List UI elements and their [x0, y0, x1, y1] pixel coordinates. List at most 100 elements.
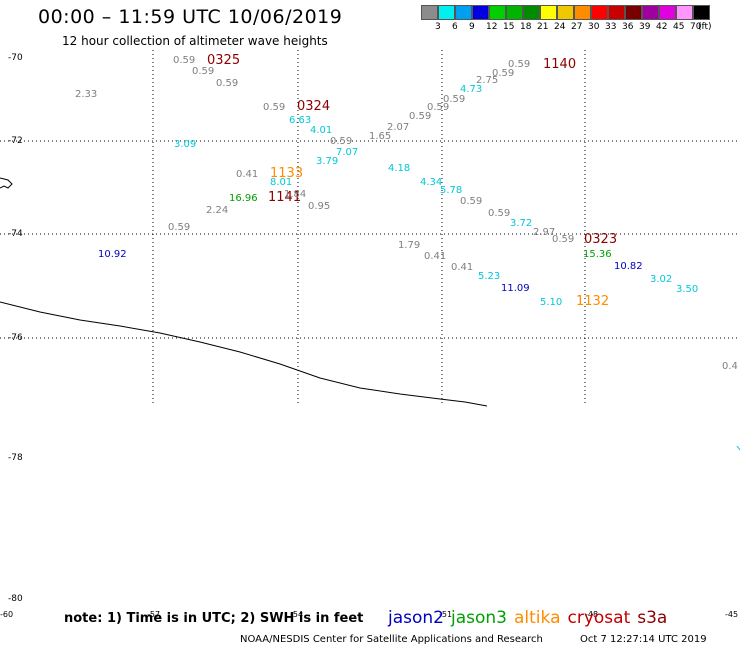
wave-height-label: 3.72 — [510, 218, 532, 229]
wave-height-label: 0.59 — [173, 55, 195, 66]
satellite-legend-item: cryosat — [567, 608, 631, 628]
wave-height-label: 10.92 — [98, 249, 127, 260]
wave-height-label: 2.97 — [533, 227, 555, 238]
pass-time-label: 0324 — [297, 99, 330, 114]
legend-label: 30 — [588, 22, 600, 32]
wave-height-label: 6.63 — [289, 115, 311, 126]
legend-label: 39 — [639, 22, 651, 32]
pass-time-label: 1141 — [268, 190, 301, 205]
legend-label: 18 — [520, 22, 532, 32]
legend-label: 45 — [673, 22, 685, 32]
pass-time-label: 0323 — [584, 232, 617, 247]
wave-height-label: 15.36 — [583, 249, 612, 260]
wave-height-label: 2.75 — [476, 75, 498, 86]
satellite-legend-item: jason2 — [388, 608, 444, 628]
legend-swatch — [591, 5, 608, 20]
wave-height-label: 11.09 — [501, 283, 530, 294]
longitude-label: -54 — [290, 610, 303, 619]
wave-height-label: 4.73 — [460, 84, 482, 95]
legend-swatch — [438, 5, 455, 20]
legend-swatch — [523, 5, 540, 20]
wave-height-label: 0.59 — [216, 78, 238, 89]
wave-height-label: 0.59 — [508, 59, 530, 70]
longitude-label: -45 — [725, 610, 738, 619]
map-subtitle: 12 hour collection of altimeter wave hei… — [62, 34, 328, 48]
longitude-label: -57 — [147, 610, 160, 619]
wave-height-label: 0.41 — [424, 251, 446, 262]
legend-label: 6 — [452, 22, 458, 32]
legend-label: 12 — [486, 22, 498, 32]
legend-swatch — [642, 5, 659, 20]
latitude-label: -74 — [8, 229, 23, 239]
latitude-label: -70 — [8, 53, 23, 63]
satellite-legend-item: jason3 — [451, 608, 507, 628]
latitude-label: -76 — [8, 333, 23, 343]
wave-height-label: 0.59 — [409, 111, 431, 122]
wave-height-label: 4.01 — [310, 125, 332, 136]
wave-height-label: 2.07 — [387, 122, 409, 133]
wave-height-label: 3.79 — [316, 156, 338, 167]
legend-unit: (ft) — [698, 22, 712, 32]
wave-height-label: 1.79 — [398, 240, 420, 251]
wave-height-label: 3.09 — [174, 139, 196, 150]
legend-label: 36 — [622, 22, 634, 32]
wave-height-label: 16.96 — [229, 193, 258, 204]
legend-swatch — [506, 5, 523, 20]
wave-height-label: 1.84 — [284, 189, 306, 200]
longitude-label: -51 — [439, 610, 452, 619]
legend-swatch — [625, 5, 642, 20]
coast-fragment — [0, 177, 13, 189]
wave-height-label: 0.41 — [451, 262, 473, 273]
wave-height-label: 0.4 — [722, 361, 738, 372]
latitude-label: -72 — [8, 136, 23, 146]
latitude-label: -78 — [8, 453, 23, 463]
legend-swatch — [421, 5, 438, 20]
wave-height-label: 4.34 — [420, 177, 442, 188]
pass-time-label: 1133 — [270, 166, 303, 181]
wave-height-label: 0.59 — [443, 94, 465, 105]
wave-height-label: 0.41 — [236, 169, 258, 180]
wave-height-label: 5.78 — [440, 185, 462, 196]
satellite-legend: jason2 jason3 altika cryosat s3a — [388, 608, 674, 628]
wave-height-label: 0.59 — [168, 222, 190, 233]
latitude-label: -80 — [8, 594, 23, 604]
legend-label: 21 — [537, 22, 549, 32]
wave-height-label: 0.59 — [492, 68, 514, 79]
wave-height-label: 0.59 — [263, 102, 285, 113]
legend-label: 33 — [605, 22, 617, 32]
satellite-legend-item: altika — [514, 608, 561, 628]
wave-height-label: 0.59 — [460, 196, 482, 207]
legend-label: 24 — [554, 22, 566, 32]
pass-time-label: 1140 — [543, 57, 576, 72]
color-legend-bar — [421, 5, 710, 20]
color-legend-labels: 3 6 9 12 15 18 21 24 27 30 33 36 39 42 45 70 (ft) — [421, 22, 740, 36]
legend-swatch — [693, 5, 710, 20]
legend-label: 15 — [503, 22, 515, 32]
legend-swatch — [676, 5, 693, 20]
wave-height-label: 3.02 — [650, 274, 672, 285]
coastline — [0, 301, 488, 407]
wave-height-label: 7.07 — [336, 147, 358, 158]
legend-swatch — [489, 5, 506, 20]
longitude-label: -48 — [585, 610, 598, 619]
map-title: 00:00 – 11:59 UTC 10/06/2019 — [38, 6, 343, 28]
legend-label: 27 — [571, 22, 583, 32]
wave-height-label: 3.50 — [676, 284, 698, 295]
legend-label: 9 — [469, 22, 475, 32]
wave-height-label: 0.59 — [330, 136, 352, 147]
legend-swatch — [608, 5, 625, 20]
wave-height-label: 1.65 — [369, 131, 391, 142]
wave-height-label: 0.59 — [552, 234, 574, 245]
wave-height-label: 0.59 — [192, 66, 214, 77]
credit-line: NOAA/NESDIS Center for Satellite Applica… — [240, 634, 543, 645]
legend-label: 70 — [690, 22, 702, 32]
legend-swatch — [574, 5, 591, 20]
legend-swatch — [557, 5, 574, 20]
pass-time-label: 1132 — [576, 294, 609, 309]
satellite-legend-item: s3a — [637, 608, 668, 628]
legend-swatch — [540, 5, 557, 20]
generated-timestamp: Oct 7 12:27:14 UTC 2019 — [580, 634, 707, 645]
wave-height-label: 0.95 — [308, 201, 330, 212]
pass-time-label: 0325 — [207, 53, 240, 68]
footnote: note: 1) Time is in UTC; 2) SWH is in fe… — [64, 611, 364, 626]
